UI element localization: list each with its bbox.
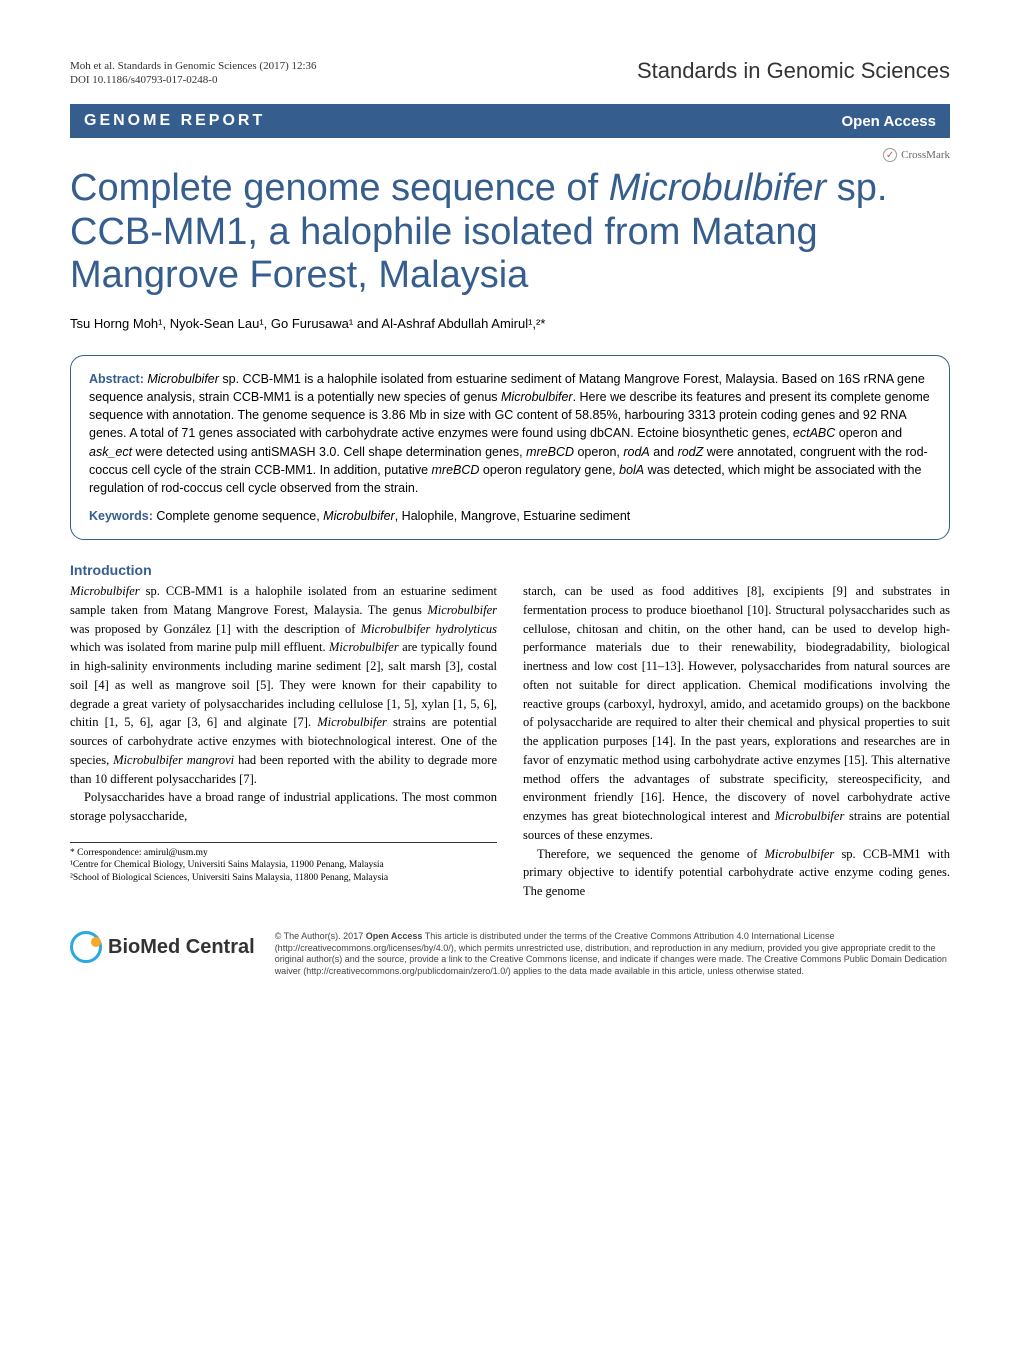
c1p1k: Microbulbifer mangrovi — [113, 753, 234, 767]
license-text: © The Author(s). 2017 Open Access This a… — [275, 931, 950, 978]
abstract-box: Abstract: Microbulbifer sp. CCB-MM1 is a… — [70, 355, 950, 540]
abstract-m: rodZ — [678, 445, 704, 459]
abstract-l: and — [650, 445, 678, 459]
article-title: Complete genome sequence of Microbulbife… — [70, 167, 950, 298]
c1p1i: Microbulbifer — [317, 715, 387, 729]
col2-p1: starch, can be used as food additives [8… — [523, 582, 950, 845]
crossmark-icon: ✓ — [883, 148, 897, 162]
abstract-q: bolA — [619, 463, 644, 477]
abstract-c: Microbulbifer — [501, 390, 573, 404]
banner-left: GENOME REPORT — [84, 112, 265, 130]
biomed-central-logo: BioMed Central — [70, 931, 255, 963]
c1p1d: was proposed by González [1] with the de… — [70, 622, 361, 636]
bmc-circle-icon — [70, 931, 102, 963]
title-pre: Complete genome sequence of — [70, 167, 609, 209]
c1p1g: Microbulbifer — [329, 640, 399, 654]
col1-p2: Polysaccharides have a broad range of in… — [70, 788, 497, 826]
license-b: Open Access — [366, 931, 423, 941]
c1p1e: Microbulbifer hydrolyticus — [361, 622, 497, 636]
c2p2a: Therefore, we sequenced the genome of — [537, 847, 765, 861]
abstract-j: operon, — [574, 445, 623, 459]
col1-p1: Microbulbifer sp. CCB-MM1 is a halophile… — [70, 582, 497, 788]
author-list: Tsu Horng Moh¹, Nyok-Sean Lau¹, Go Furus… — [70, 316, 950, 331]
affiliation-2: ²School of Biological Sciences, Universi… — [70, 872, 497, 884]
abstract-a: Microbulbifer — [147, 372, 219, 386]
footnotes: * Correspondence: amirul@usm.my ¹Centre … — [70, 842, 497, 884]
col2-p2: Therefore, we sequenced the genome of Mi… — [523, 845, 950, 901]
abstract-e: ectABC — [793, 426, 835, 440]
abstract-text: Abstract: Microbulbifer sp. CCB-MM1 is a… — [89, 370, 931, 497]
keywords-line: Keywords: Complete genome sequence, Micr… — [89, 507, 931, 525]
banner-right: Open Access — [842, 113, 937, 130]
crossmark-label: CrossMark — [901, 149, 950, 161]
footer: BioMed Central © The Author(s). 2017 Ope… — [70, 931, 950, 978]
article-type-banner: GENOME REPORT Open Access — [70, 104, 950, 138]
affiliation-1: ¹Centre for Chemical Biology, Universiti… — [70, 859, 497, 871]
c2p1b: Microbulbifer — [775, 809, 845, 823]
license-a: © The Author(s). 2017 — [275, 931, 366, 941]
column-right: starch, can be used as food additives [8… — [523, 582, 950, 901]
title-genus: Microbulbifer — [609, 167, 827, 209]
keywords-label: Keywords: — [89, 509, 153, 523]
introduction-heading: Introduction — [70, 562, 950, 578]
body-columns: Microbulbifer sp. CCB-MM1 is a halophile… — [70, 582, 950, 901]
crossmark-badge[interactable]: ✓ CrossMark — [70, 148, 950, 162]
c2p2b: Microbulbifer — [765, 847, 835, 861]
abstract-p: operon regulatory gene, — [479, 463, 619, 477]
abstract-f: operon and — [835, 426, 902, 440]
c1p1f: which was isolated from marine pulp mill… — [70, 640, 329, 654]
abstract-label: Abstract: — [89, 372, 144, 386]
abstract-i: mreBCD — [526, 445, 574, 459]
keywords-text: Complete genome sequence, — [153, 509, 323, 523]
abstract-h: were detected using antiSMASH 3.0. Cell … — [132, 445, 526, 459]
c1p1c: Microbulbifer — [427, 603, 497, 617]
keywords-rest: , Halophile, Mangrove, Estuarine sedimen… — [395, 509, 631, 523]
abstract-k: rodA — [623, 445, 649, 459]
keywords-italic: Microbulbifer — [323, 509, 395, 523]
column-left: Microbulbifer sp. CCB-MM1 is a halophile… — [70, 582, 497, 901]
correspondence: * Correspondence: amirul@usm.my — [70, 847, 497, 859]
bmc-logo-text: BioMed Central — [108, 934, 255, 960]
abstract-o: mreBCD — [432, 463, 480, 477]
abstract-g: ask_ect — [89, 445, 132, 459]
c2p1a: starch, can be used as food additives [8… — [523, 584, 950, 823]
c1p1a: Microbulbifer — [70, 584, 140, 598]
